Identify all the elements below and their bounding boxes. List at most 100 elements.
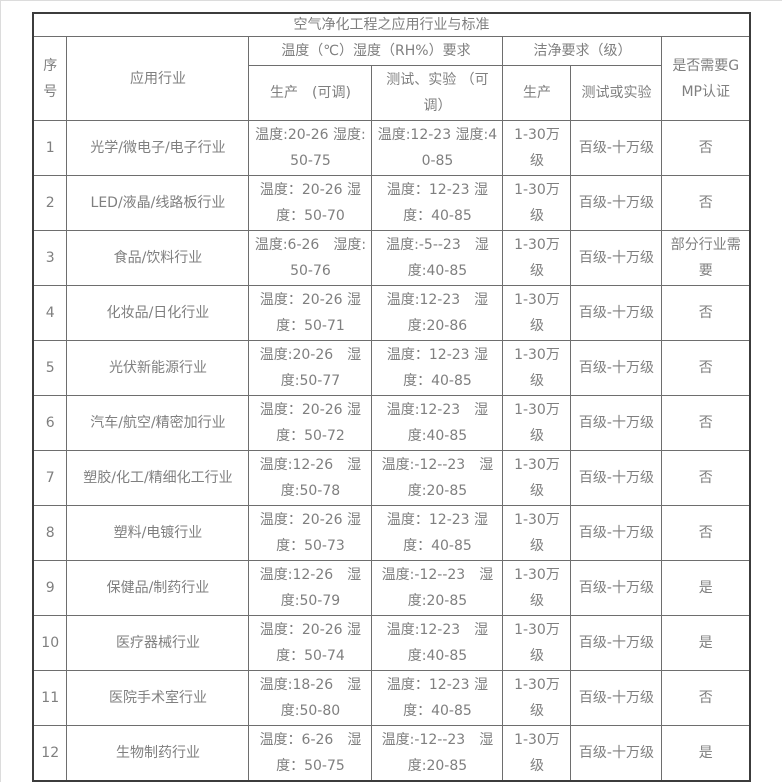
table-row: 6 汽车/航空/精密加行业 温度：20-26 湿度：50-72 温度:12-23… [32,395,751,451]
clean-test-cell: 百级-十万级 [570,505,663,561]
col-header-clean-production: 生产 [502,65,572,121]
col-header-no: 序号 [32,36,68,121]
table-row: 10 医疗器械行业 温度：20-26 湿度：50-74 温度:12-23 湿度:… [32,615,751,671]
industry-cell: 塑胶/化工/精细化工行业 [66,450,250,506]
industry-cell: 食品/饮料行业 [66,230,250,286]
temp-humidity-test-cell: 温度：12-23 湿度：40-85 [371,670,504,726]
clean-production-cell: 1-30万级 [502,285,572,341]
standards-table: 空气净化工程之应用行业与标准 序号 应用行业 温度（℃）湿度（RH%）要求 洁净… [31,12,752,782]
row-number-cell: 4 [32,285,68,341]
col-header-production-adjustable: 生产 (可调) [248,65,373,121]
clean-test-cell: 百级-十万级 [570,175,663,231]
temp-humidity-test-cell: 温度:-12--23 湿度:20-85 [371,560,504,616]
temp-humidity-test-cell: 温度:-12--23 湿度:20-85 [371,450,504,506]
col-header-test-lab-adjustable: 测试、实验 （可调） [371,65,504,121]
table-row: 3 食品/饮料行业 温度:6-26 湿度:50-76 温度:-5--23 湿度:… [32,230,751,286]
clean-production-cell: 1-30万级 [502,395,572,451]
industry-cell: 汽车/航空/精密加行业 [66,395,250,451]
gmp-required-cell: 是 [661,725,751,782]
table-row: 9 保健品/制药行业 温度:12-26 湿度:50-79 温度:-12--23 … [32,560,751,616]
row-number-cell: 5 [32,340,68,396]
clean-production-cell: 1-30万级 [502,615,572,671]
temp-humidity-production-cell: 温度:20-26 湿度:50-77 [248,340,373,396]
clean-test-cell: 百级-十万级 [570,670,663,726]
gmp-required-cell: 否 [661,505,751,561]
col-header-clean-test: 测试或实验 [570,65,663,121]
gmp-required-cell: 否 [661,285,751,341]
col-header-cleanliness-group: 洁净要求（级） [502,36,663,66]
col-header-temp-humidity-group: 温度（℃）湿度（RH%）要求 [248,36,504,66]
temp-humidity-production-cell: 温度:12-26 湿度:50-79 [248,560,373,616]
clean-test-cell: 百级-十万级 [570,340,663,396]
clean-production-cell: 1-30万级 [502,725,572,782]
gmp-required-cell: 否 [661,175,751,231]
clean-production-cell: 1-30万级 [502,175,572,231]
temp-humidity-production-cell: 温度:12-26 湿度:50-78 [248,450,373,506]
row-number-cell: 8 [32,505,68,561]
clean-test-cell: 百级-十万级 [570,285,663,341]
gmp-required-cell: 否 [661,340,751,396]
gmp-required-cell: 否 [661,450,751,506]
table-row: 7 塑胶/化工/精细化工行业 温度:12-26 湿度:50-78 温度:-12-… [32,450,751,506]
row-number-cell: 2 [32,175,68,231]
industry-cell: 光伏新能源行业 [66,340,250,396]
clean-production-cell: 1-30万级 [502,505,572,561]
temp-humidity-test-cell: 温度:12-23 湿度:40-85 [371,395,504,451]
gmp-required-cell: 是 [661,560,751,616]
temp-humidity-production-cell: 温度:18-26 湿度:50-80 [248,670,373,726]
gmp-required-cell: 否 [661,120,751,176]
industry-cell: 光学/微电子/电子行业 [66,120,250,176]
temp-humidity-production-cell: 温度:6-26 湿度:50-76 [248,230,373,286]
clean-test-cell: 百级-十万级 [570,725,663,782]
industry-cell: 塑料/电镀行业 [66,505,250,561]
table-row: 11 医院手术室行业 温度:18-26 湿度:50-80 温度：12-23 湿度… [32,670,751,726]
clean-production-cell: 1-30万级 [502,560,572,616]
clean-production-cell: 1-30万级 [502,670,572,726]
gmp-required-cell: 否 [661,670,751,726]
row-number-cell: 11 [32,670,68,726]
industry-cell: 化妆品/日化行业 [66,285,250,341]
row-number-cell: 9 [32,560,68,616]
industry-cell: 生物制药行业 [66,725,250,782]
table-body: 1 光学/微电子/电子行业 温度:20-26 湿度:50-75 温度:12-23… [32,120,751,782]
row-number-cell: 3 [32,230,68,286]
table-row: 12 生物制药行业 温度：6-26 湿度：50-75 温度:-12--23 湿度… [32,725,751,782]
temp-humidity-test-cell: 温度：12-23 湿度：40-85 [371,175,504,231]
header-row-subcolumns: 生产 (可调) 测试、实验 （可调） 生产 测试或实验 [33,65,750,121]
temp-humidity-production-cell: 温度:20-26 湿度:50-75 [248,120,373,176]
industry-cell: 医院手术室行业 [66,670,250,726]
temp-humidity-test-cell: 温度:-5--23 湿度:40-85 [371,230,504,286]
table-row: 8 塑料/电镀行业 温度：20-26 湿度：50-73 温度：12-23 湿度：… [32,505,751,561]
temp-humidity-test-cell: 温度:12-23 湿度:40-85 [371,615,504,671]
temp-humidity-production-cell: 温度：20-26 湿度：50-74 [248,615,373,671]
temp-humidity-production-cell: 温度：20-26 湿度：50-70 [248,175,373,231]
clean-test-cell: 百级-十万级 [570,560,663,616]
temp-humidity-production-cell: 温度：20-26 湿度：50-73 [248,505,373,561]
gmp-required-cell: 是 [661,615,751,671]
table-row: 5 光伏新能源行业 温度:20-26 湿度:50-77 温度：12-23 湿度：… [32,340,751,396]
gmp-required-cell: 否 [661,395,751,451]
temp-humidity-test-cell: 温度:12-23 湿度:20-86 [371,285,504,341]
industry-cell: 医疗器械行业 [66,615,250,671]
temp-humidity-production-cell: 温度：20-26 湿度：50-71 [248,285,373,341]
clean-production-cell: 1-30万级 [502,120,572,176]
title-row: 空气净化工程之应用行业与标准 [32,12,751,37]
row-number-cell: 7 [32,450,68,506]
clean-production-cell: 1-30万级 [502,230,572,286]
temp-humidity-test-cell: 温度:12-23 湿度:40-85 [371,120,504,176]
clean-test-cell: 百级-十万级 [570,450,663,506]
industry-cell: 保健品/制药行业 [66,560,250,616]
table-title: 空气净化工程之应用行业与标准 [32,12,751,37]
gmp-required-cell: 部分行业需要 [661,230,751,286]
clean-test-cell: 百级-十万级 [570,120,663,176]
col-header-industry: 应用行业 [66,36,250,121]
table-row: 2 LED/液晶/线路板行业 温度：20-26 湿度：50-70 温度：12-2… [32,175,751,231]
clean-test-cell: 百级-十万级 [570,615,663,671]
table-row: 4 化妆品/日化行业 温度：20-26 湿度：50-71 温度:12-23 湿度… [32,285,751,341]
temp-humidity-test-cell: 温度:-12--23 湿度:20-85 [371,725,504,782]
clean-test-cell: 百级-十万级 [570,230,663,286]
clean-production-cell: 1-30万级 [502,340,572,396]
temp-humidity-test-cell: 温度：12-23 湿度：40-85 [371,340,504,396]
temp-humidity-production-cell: 温度：20-26 湿度：50-72 [248,395,373,451]
